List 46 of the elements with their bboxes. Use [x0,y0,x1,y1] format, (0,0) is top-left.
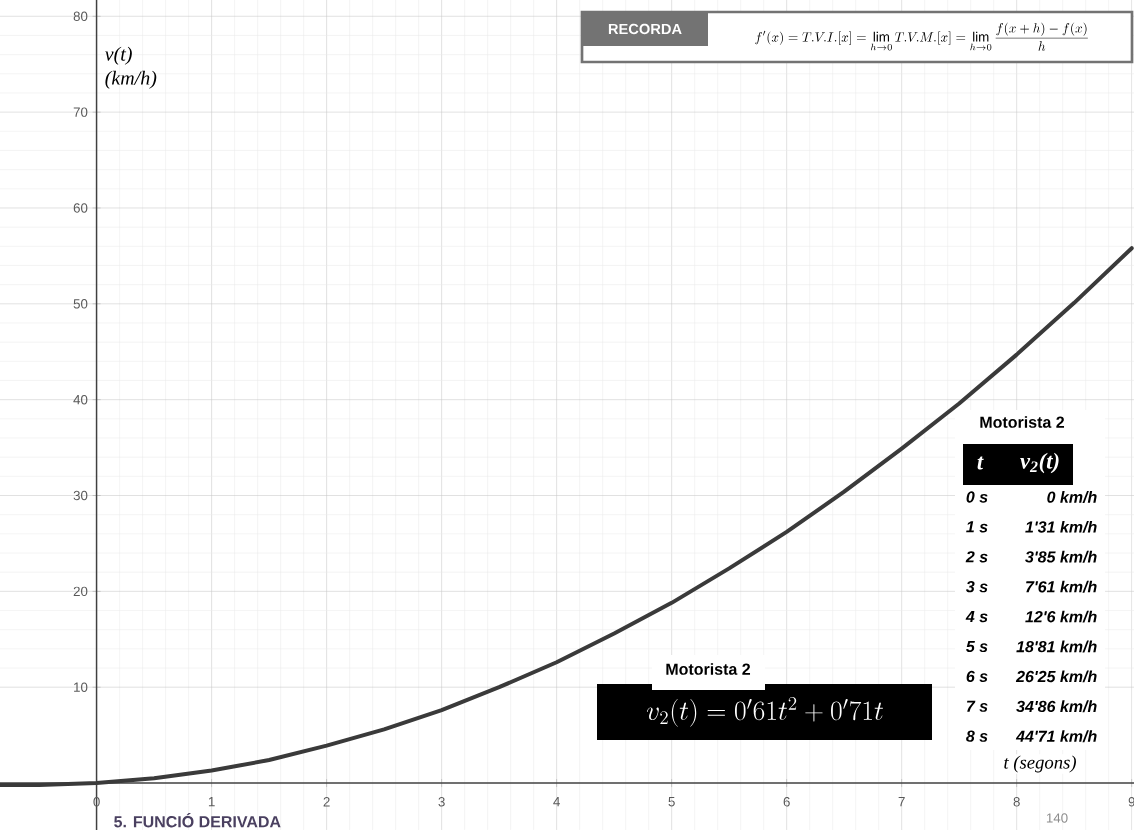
annotation: 4 s [965,611,988,623]
annotation: 0 km/h [1047,491,1097,503]
annotation: 12'6 km/h [1025,610,1097,623]
y-axis-title: v(t) (km/h) [104,46,157,89]
annotation: $f'(x) = T.V.I.[x] = \lim_{h\to 0} T.V.M.[x] = \lim_{h\to 0}\frac{f(x+h)-f(x)}{h}$ [755,22,1088,51]
annotation: 1 s [966,521,988,533]
x-tick-label: 9 [1128,797,1134,807]
annotation: 5. FUNCIÓ DERIVADA [114,813,281,828]
annotation: 7 s [966,700,988,712]
x-tick-label: 2 [323,797,330,807]
annotation: 5 s [966,640,988,653]
y-tick-label: 60 [73,203,88,213]
annotation: 3 s [966,581,988,593]
annotation: v$_{2}$(t) [1020,452,1059,474]
annotation: 140 [1046,813,1068,823]
x-tick-label: 8 [1013,797,1020,807]
y-tick-label: 10 [74,682,88,692]
annotation: Motorista 2 [980,416,1065,428]
annotation: 7'61 km/h [1026,580,1097,593]
x-tick-label: 7 [898,797,905,807]
y-tick-label: 30 [73,490,88,501]
x-tick-label: 4 [553,797,560,807]
x-axis-title: t (segons) [1004,755,1076,773]
annotation: RECORDA [608,23,682,35]
y-tick-label: 40 [73,394,88,405]
y-tick-label: 70 [73,107,88,117]
y-tick-label: 50 [73,299,88,309]
annotation: $v_2(t) = 0'61t^2 + 0'71t$ [646,696,883,727]
annotation: 44'71 km/h [1015,730,1097,743]
annotation: 6 s [966,670,988,683]
annotation: 26'25 km/h [1015,670,1097,683]
x-tick-label: 5 [668,797,675,807]
annotation: Motorista 2 [666,663,751,675]
annotation: 34'86 km/h [1016,700,1097,713]
annotation: 2 s [965,551,988,563]
x-tick-label: 6 [783,797,790,807]
annotation: t [977,456,984,470]
annotation: 8 s [966,730,988,742]
y-tick-label: 20 [73,586,88,597]
annotation: 18'81 km/h [1016,640,1097,653]
annotation: 3'85 km/h [1025,550,1097,563]
x-tick-label: 3 [438,797,445,807]
y-tick-label: 80 [73,11,88,21]
x-tick-label: 1 [208,797,215,807]
annotation: 0 s [966,491,988,503]
annotation: 1'31 km/h [1025,520,1097,533]
